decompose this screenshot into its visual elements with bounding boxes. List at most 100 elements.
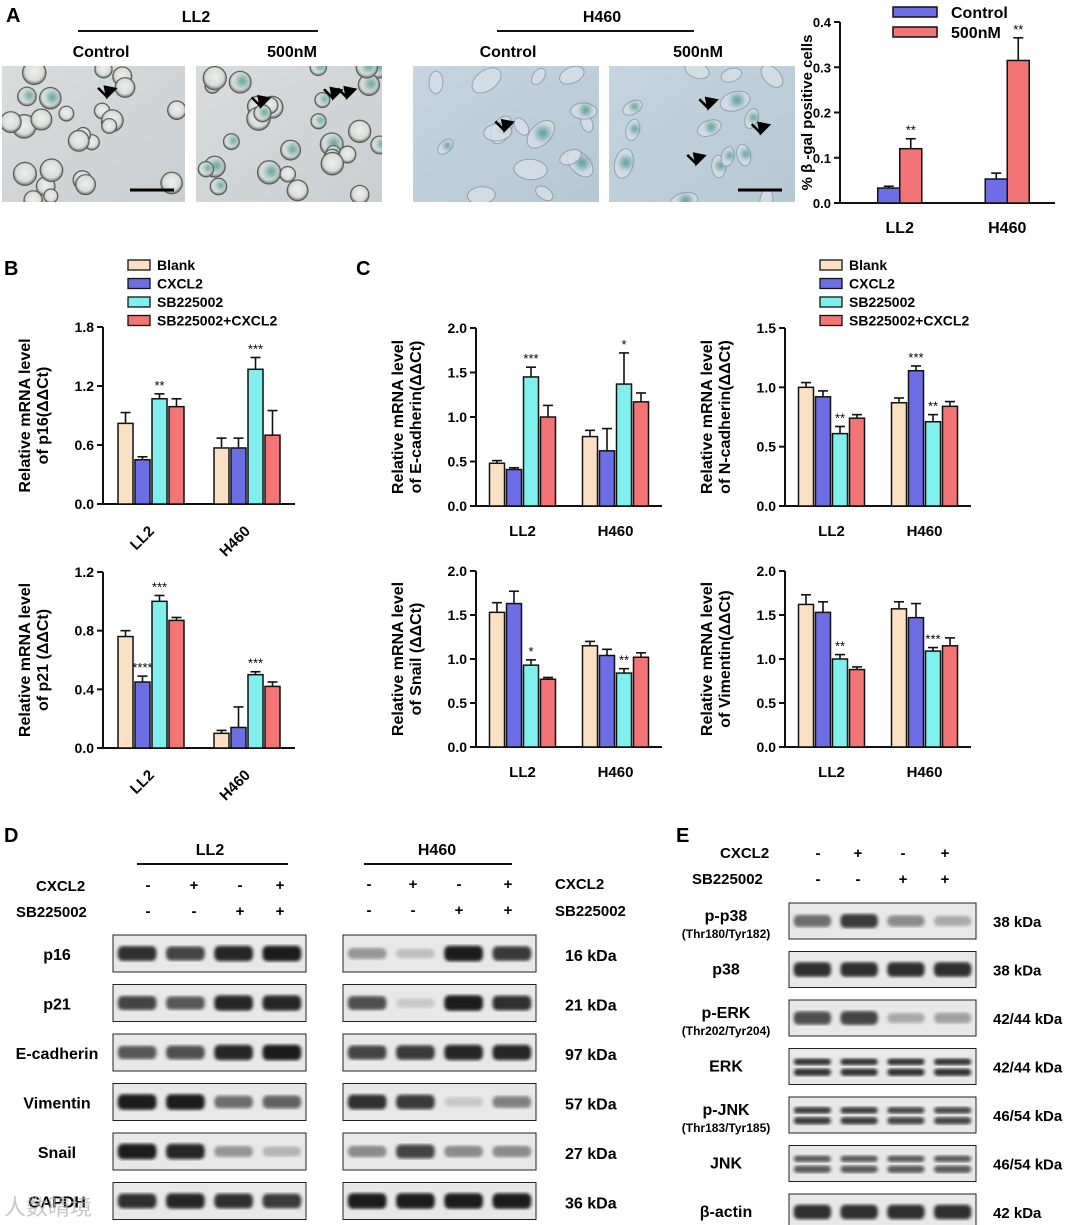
blot-band — [444, 1145, 483, 1158]
blot-row-label: JNK — [710, 1156, 742, 1173]
chart-B_p21: 0.0 0.4 0.8 1.2 Relative mRNA level of p21 (Δ… — [17, 564, 295, 804]
stained-region — [441, 140, 454, 152]
blot-band — [396, 998, 435, 1008]
blot-band — [396, 1094, 435, 1110]
sb-sign: - — [856, 871, 861, 888]
stained-region — [213, 178, 228, 193]
blot-band — [214, 1193, 253, 1209]
cxcl2-sign: - — [901, 845, 906, 862]
legend-swatch — [819, 259, 843, 271]
arrow-marker — [250, 94, 272, 109]
stained-region — [739, 147, 753, 161]
blot-band — [444, 1097, 483, 1107]
significance-mark: *** — [908, 350, 923, 365]
bar-h460-2 — [924, 650, 942, 748]
blot-band — [262, 1146, 302, 1157]
western-blots-d: - + - + - - + + - + - + - - + + p16 16 kDa p21 21 kDa E-cadh… — [16, 876, 617, 1220]
cxcl2-sign: + — [276, 877, 285, 894]
bar-ll2-1 — [505, 468, 523, 507]
stained-region — [374, 136, 382, 151]
cell — [67, 129, 90, 152]
y-tick-label: 1.5 — [448, 365, 468, 381]
x-tick-label: H460 — [598, 523, 634, 540]
arrow-marker — [323, 86, 344, 101]
watermark-text: 人数晴境 — [4, 1196, 93, 1221]
legend-label: SB225002+CXCL2 — [849, 313, 969, 329]
blot-kda-label: 42/44 kDa — [993, 1060, 1063, 1077]
blot-band — [933, 915, 972, 927]
stained-region — [628, 122, 642, 136]
blot-band — [347, 996, 387, 1010]
bar-ll2-3 — [848, 668, 866, 748]
cxcl2-sign: + — [504, 876, 513, 893]
significance-mark: *** — [925, 632, 940, 647]
stained-region — [261, 162, 281, 181]
blot-band — [262, 1193, 302, 1209]
legend-swatch — [127, 277, 151, 290]
stained-region — [43, 88, 61, 106]
significance-mark: *** — [248, 341, 263, 356]
y-tick-label: 1.5 — [448, 607, 468, 623]
chart-C_vim: 0.0 0.5 1.0 1.5 2.0 Relative mRNA level of Vim… — [699, 563, 971, 781]
blot-band — [887, 915, 925, 927]
cell — [535, 185, 554, 202]
significance-mark: ** — [1013, 22, 1023, 37]
cond-label-ll2-500nm: 500nM — [267, 44, 317, 61]
blot-band — [214, 1095, 253, 1109]
blot-row-label: Snail — [38, 1145, 76, 1162]
bar-ll2-3 — [168, 405, 185, 505]
y-tick-label: 2.0 — [757, 563, 777, 579]
panel-letter-d: D — [4, 825, 18, 847]
bar-ll2-0 — [877, 187, 901, 204]
sb-sign: + — [455, 902, 464, 919]
significance-mark: *** — [152, 579, 167, 594]
bar-ll2-0 — [797, 603, 815, 748]
chart-C_ncad: 0.0 0.5 1.0 1.5 Relative mRNA level of N-cadh… — [699, 320, 971, 540]
bar-h460-0 — [890, 608, 908, 748]
y-tick-label: 0.0 — [813, 196, 831, 211]
cxcl2-sign: + — [854, 845, 863, 862]
cxcl2-sign: - — [146, 877, 151, 894]
bar-h460-0 — [213, 447, 230, 505]
y-tick-label: 1.0 — [448, 651, 468, 667]
y-tick-label: 0.0 — [448, 739, 468, 755]
y-axis-label: of N-cadherin(ΔΔCt) — [717, 340, 734, 494]
x-tick-label: H460 — [907, 523, 943, 540]
cells — [613, 66, 784, 202]
blot-band — [840, 1117, 878, 1125]
blot-band — [793, 914, 832, 928]
panel-e-header: CXCL2 SB225002 — [692, 845, 769, 888]
cxcl2-sign: - — [457, 876, 462, 893]
bar-ll2-0 — [488, 462, 506, 507]
stained-region — [284, 141, 301, 158]
bar-ll2-3 — [168, 619, 185, 749]
cell — [559, 148, 582, 166]
bar-h460-2 — [615, 383, 633, 507]
bar-h460-0 — [984, 178, 1008, 204]
stained-region — [314, 114, 327, 127]
legend-label: SB225002+CXCL2 — [157, 313, 277, 329]
blot-band — [214, 945, 253, 962]
arrow-marker — [494, 118, 515, 133]
y-tick-label: 1.2 — [75, 378, 95, 394]
panel-d-header: LL2 H460 CXCL2 SB225002 CXCL2 SB225002 — [16, 842, 626, 921]
blot-band — [117, 995, 157, 1011]
sb-sign: + — [899, 871, 908, 888]
blot-band — [492, 1145, 532, 1158]
blot-band — [347, 1094, 387, 1110]
bar-h460-3 — [264, 685, 281, 749]
bar-ll2-2 — [522, 664, 540, 748]
blot-strip — [788, 1048, 977, 1085]
significance-mark: ** — [835, 639, 845, 654]
cell — [471, 67, 502, 94]
legend-label: Control — [951, 5, 1008, 22]
blot-strip — [788, 1096, 977, 1134]
significance-mark: *** — [523, 351, 538, 366]
sb-sign: - — [146, 903, 151, 920]
panel-letter-c: C — [356, 258, 370, 280]
stained-region — [703, 119, 719, 135]
blot-band — [887, 1204, 925, 1220]
cell — [720, 67, 743, 83]
y-axis-label: Relative mRNA level — [390, 582, 407, 736]
